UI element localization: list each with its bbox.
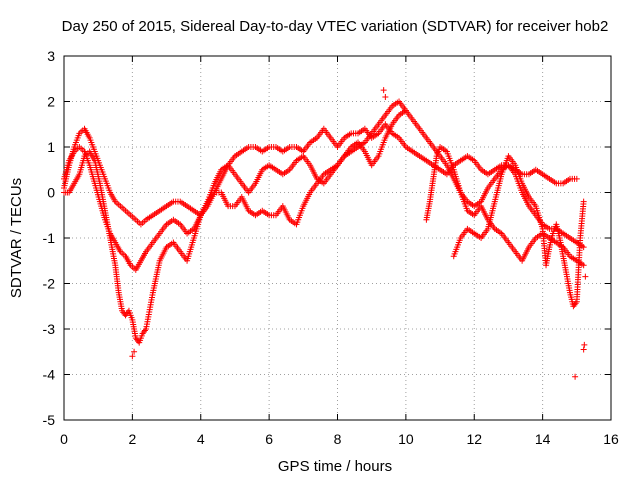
y-tick-label: -5	[43, 412, 56, 428]
y-tick-label: 1	[47, 139, 55, 155]
data-points	[61, 87, 589, 380]
x-tick-label: 12	[466, 431, 482, 447]
x-tick-label: 16	[603, 431, 619, 447]
y-tick-label: -1	[43, 230, 56, 246]
x-tick-label: 6	[265, 431, 273, 447]
data-point	[380, 87, 387, 94]
data-point	[131, 348, 138, 355]
data-point	[580, 198, 587, 205]
x-tick-label: 14	[535, 431, 551, 447]
data-point	[382, 93, 389, 100]
x-tick-label: 2	[128, 431, 136, 447]
y-tick-label: 3	[47, 48, 55, 64]
data-point	[582, 273, 589, 280]
x-ticks: 0 2 4 6 8 10 12 14 16	[60, 56, 619, 447]
x-tick-label: 0	[60, 431, 68, 447]
grid	[64, 56, 611, 420]
data-point	[402, 107, 409, 114]
x-tick-label: 10	[398, 431, 414, 447]
data-point	[580, 346, 587, 353]
y-ticks: -5 -4 -3 -2 -1 0 1 2 3	[43, 48, 611, 428]
data-point	[572, 373, 579, 380]
y-tick-label: -4	[43, 367, 56, 383]
data-point	[581, 341, 588, 348]
x-axis-label: GPS time / hours	[278, 458, 392, 475]
data-point	[129, 353, 136, 360]
x-tick-label: 8	[334, 431, 342, 447]
y-tick-label: -2	[43, 276, 56, 292]
y-tick-label: 2	[47, 94, 55, 110]
data-point	[573, 175, 580, 182]
y-axis-label: SDTVAR / TECUs	[8, 178, 25, 298]
data-point	[580, 244, 587, 251]
y-tick-label: 0	[47, 185, 55, 201]
chart-title: Day 250 of 2015, Sidereal Day-to-day VTE…	[62, 18, 609, 35]
x-tick-label: 4	[197, 431, 205, 447]
y-tick-label: -3	[43, 321, 56, 337]
